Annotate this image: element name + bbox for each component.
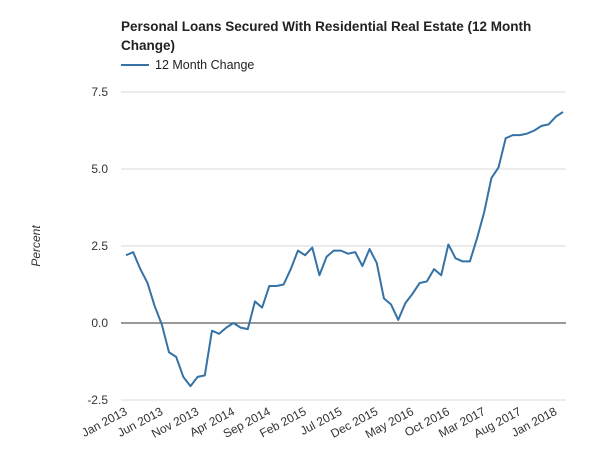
- data-point: [138, 267, 142, 271]
- data-point: [124, 253, 128, 257]
- y-axis-ticks: 7.5 5.0 2.5 0.0 -2.5: [87, 85, 108, 407]
- data-point: [174, 355, 178, 359]
- data-point: [317, 273, 321, 277]
- data-point: [346, 252, 350, 256]
- data-point: [282, 283, 286, 287]
- data-point: [239, 326, 243, 330]
- series-line-12-month-change: [125, 111, 564, 388]
- data-point: [210, 329, 214, 333]
- data-point: [497, 165, 501, 169]
- data-point: [554, 115, 558, 119]
- data-point: [289, 267, 293, 271]
- data-point: [339, 249, 343, 253]
- data-point: [296, 249, 300, 253]
- data-point: [181, 375, 185, 379]
- data-point: [310, 246, 314, 250]
- data-point: [274, 284, 278, 288]
- data-point: [267, 284, 271, 288]
- data-point: [246, 327, 250, 331]
- data-point: [532, 129, 536, 133]
- data-point: [468, 259, 472, 263]
- y-axis-label: Percent: [29, 225, 43, 267]
- y-tick-label: 5.0: [91, 162, 108, 176]
- series-group: [124, 110, 565, 388]
- data-point: [188, 384, 192, 388]
- legend-line-swatch: [121, 64, 149, 66]
- y-tick-label: 0.0: [91, 316, 108, 330]
- data-point: [196, 375, 200, 379]
- data-point: [325, 255, 329, 259]
- data-point: [540, 124, 544, 128]
- data-point: [432, 267, 436, 271]
- data-point: [396, 318, 400, 322]
- data-point: [403, 301, 407, 305]
- data-point: [525, 132, 529, 136]
- data-point: [461, 259, 465, 263]
- data-point: [360, 264, 364, 268]
- legend-label: 12 Month Change: [155, 58, 255, 72]
- data-point: [160, 323, 164, 327]
- grid-lines: [121, 91, 566, 401]
- data-point: [411, 292, 415, 296]
- y-tick-label: -2.5: [87, 393, 108, 407]
- data-point: [231, 321, 235, 325]
- data-point: [489, 176, 493, 180]
- chart-title: Personal Loans Secured With Residential …: [121, 19, 532, 53]
- data-point: [475, 236, 479, 240]
- data-point: [439, 273, 443, 277]
- y-tick-label: 2.5: [91, 239, 108, 253]
- y-tick-label: 7.5: [91, 85, 108, 99]
- data-point: [303, 253, 307, 257]
- data-point: [389, 303, 393, 307]
- data-point: [368, 247, 372, 251]
- data-point: [145, 281, 149, 285]
- data-point: [353, 250, 357, 254]
- data-point: [482, 210, 486, 214]
- data-point: [131, 250, 135, 254]
- data-point: [418, 281, 422, 285]
- data-point: [375, 261, 379, 265]
- data-point: [167, 350, 171, 354]
- data-point: [511, 133, 515, 137]
- data-point: [518, 133, 522, 137]
- data-point: [504, 136, 508, 140]
- data-point: [454, 256, 458, 260]
- data-point: [260, 306, 264, 310]
- data-point: [446, 242, 450, 246]
- data-point: [382, 296, 386, 300]
- data-point: [561, 110, 565, 114]
- data-point: [332, 249, 336, 253]
- data-point: [153, 304, 157, 308]
- data-point: [203, 373, 207, 377]
- data-point: [224, 326, 228, 330]
- data-point: [547, 122, 551, 126]
- data-point: [217, 332, 221, 336]
- data-point: [425, 279, 429, 283]
- chart-legend: 12 Month Change: [121, 56, 254, 74]
- data-point: [253, 299, 257, 303]
